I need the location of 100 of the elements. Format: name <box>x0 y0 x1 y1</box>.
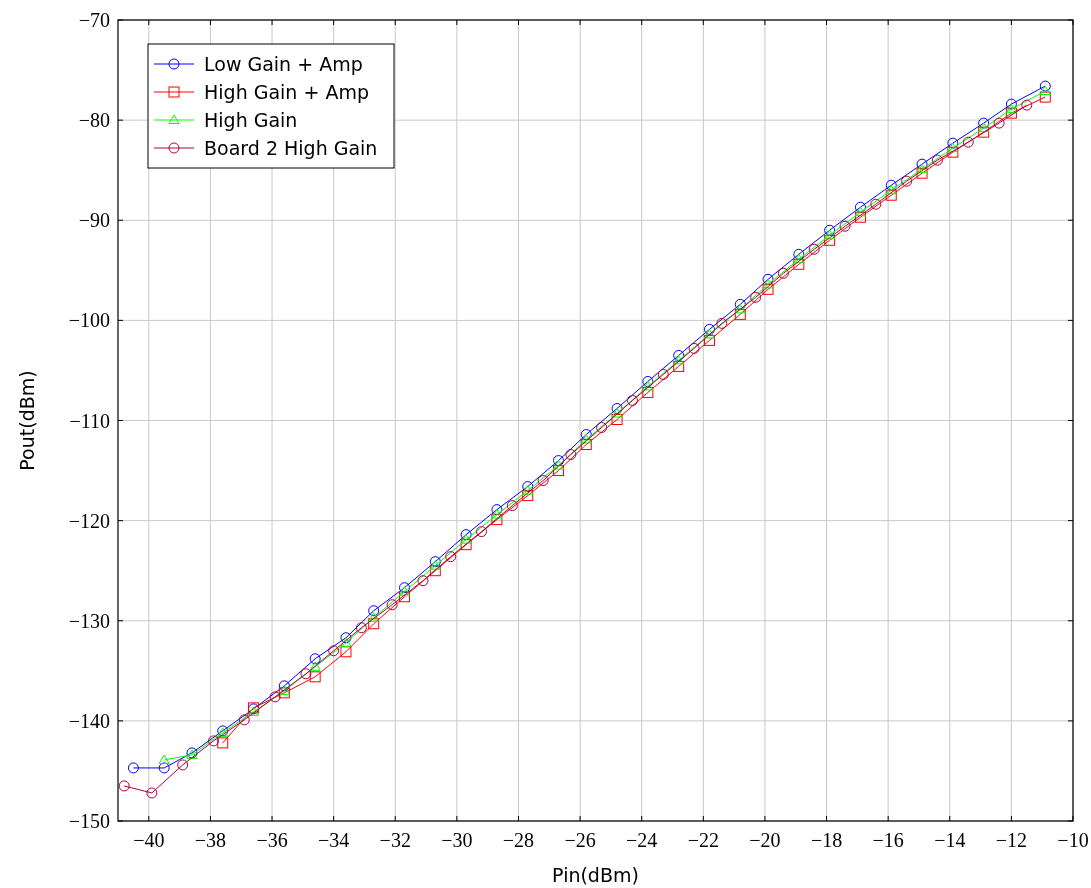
point <box>491 509 503 519</box>
point <box>734 298 746 310</box>
point <box>340 646 352 658</box>
point <box>158 754 170 764</box>
point <box>460 529 472 541</box>
point <box>445 551 457 563</box>
point <box>793 253 805 264</box>
point <box>580 439 592 451</box>
point <box>429 565 441 577</box>
point <box>734 308 746 320</box>
point <box>460 534 472 544</box>
point <box>777 267 789 279</box>
point <box>269 691 281 703</box>
point <box>368 612 380 622</box>
point <box>839 220 851 232</box>
point <box>716 317 728 329</box>
point <box>491 504 503 516</box>
point <box>368 618 380 630</box>
point <box>870 198 882 210</box>
point <box>793 258 805 270</box>
point <box>734 303 746 314</box>
point <box>217 737 229 749</box>
point <box>611 407 623 418</box>
point <box>762 278 774 289</box>
point <box>824 224 836 236</box>
y-tick-label: −80 <box>78 109 110 132</box>
point <box>460 539 472 551</box>
point <box>885 179 897 191</box>
point <box>642 375 654 387</box>
y-tick-label: −150 <box>68 810 110 832</box>
point <box>565 449 577 461</box>
legend-label: Low Gain + Amp <box>204 53 363 75</box>
point <box>580 434 592 444</box>
point <box>626 394 638 406</box>
x-tick-label: −28 <box>502 829 535 851</box>
point <box>901 175 913 187</box>
point <box>1039 85 1051 96</box>
point <box>309 671 321 683</box>
point <box>278 685 290 695</box>
x-tick-label: −20 <box>749 829 781 851</box>
point <box>854 201 866 213</box>
point <box>824 234 836 246</box>
point <box>688 342 700 354</box>
point <box>309 661 321 671</box>
point <box>158 762 170 774</box>
x-tick-label: −30 <box>441 829 473 851</box>
x-tick-label: −32 <box>379 829 411 851</box>
point <box>177 759 189 771</box>
y-tick-label: −70 <box>78 9 110 31</box>
point <box>278 680 290 692</box>
point <box>1005 98 1017 110</box>
point <box>750 291 762 303</box>
point <box>491 514 503 526</box>
point <box>429 556 441 568</box>
point <box>417 575 429 587</box>
point <box>118 780 130 792</box>
x-tick-label: −26 <box>564 829 596 851</box>
x-tick-label: −16 <box>872 829 904 851</box>
point <box>476 526 488 538</box>
point <box>931 154 943 166</box>
x-axis-title: Pin(dBm) <box>552 864 639 886</box>
point <box>673 360 685 372</box>
point <box>596 422 608 434</box>
point <box>506 500 518 512</box>
point <box>309 653 321 665</box>
y-tick-label: −120 <box>68 509 110 532</box>
y-tick-label: −110 <box>69 409 110 432</box>
point <box>978 126 990 138</box>
point <box>522 485 534 495</box>
point <box>947 146 959 158</box>
x-tick-label: −38 <box>194 829 227 851</box>
point <box>553 465 565 477</box>
point <box>657 368 669 380</box>
point <box>399 586 410 596</box>
point <box>553 460 565 470</box>
x-tick-label: −22 <box>687 829 719 851</box>
point <box>537 475 549 487</box>
point <box>522 490 534 502</box>
x-tick-label: −18 <box>810 829 843 851</box>
legend-label: High Gain <box>204 109 298 131</box>
point <box>340 632 352 644</box>
point <box>386 599 398 611</box>
y-tick-label: −140 <box>68 709 110 732</box>
x-tick-label: −24 <box>626 829 658 851</box>
x-tick-label: −14 <box>934 829 966 851</box>
point <box>885 184 897 195</box>
x-tick-label: −36 <box>256 829 288 851</box>
point <box>127 762 139 774</box>
point <box>808 243 820 255</box>
point <box>611 402 623 414</box>
point <box>854 206 866 217</box>
legend-label: Board 2 High Gain <box>204 137 378 159</box>
point <box>522 481 534 493</box>
point <box>947 142 959 153</box>
point <box>1005 107 1017 119</box>
point <box>1039 80 1051 92</box>
point <box>1039 91 1051 103</box>
point <box>146 787 158 799</box>
point <box>642 386 654 398</box>
point <box>340 637 352 647</box>
